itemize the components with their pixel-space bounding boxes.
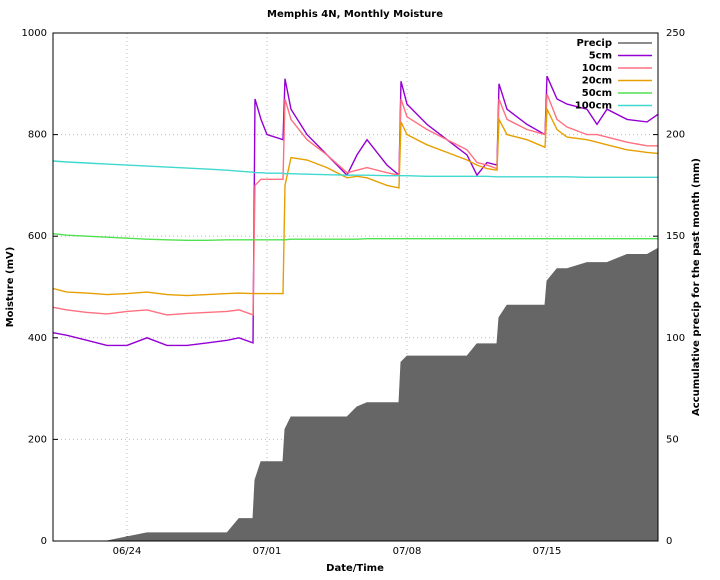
x-tick-label: 07/08 — [393, 546, 422, 557]
x-tick-label: 07/01 — [253, 546, 282, 557]
y-tick-label: 600 — [28, 231, 47, 242]
series-line — [52, 75, 659, 347]
y-tick-label: 1000 — [22, 28, 47, 39]
y-tick-label: 0 — [41, 536, 47, 547]
y2-tick-label: 100 — [666, 333, 685, 344]
series-line — [52, 106, 659, 297]
legend-label: Precip — [576, 38, 612, 49]
series-line — [52, 233, 658, 241]
y-tick-label: 200 — [28, 434, 47, 445]
y-axis-label: Moisture (mV) — [5, 247, 16, 328]
chart-title: Memphis 4N, Monthly Moisture — [267, 9, 443, 20]
precip-area — [53, 247, 659, 542]
legend-label: 5cm — [589, 51, 612, 62]
series-line — [52, 93, 658, 316]
y2-tick-label: 50 — [666, 434, 679, 445]
series-line — [52, 160, 658, 178]
y-tick-label: 400 — [28, 333, 47, 344]
legend-label: 10cm — [582, 63, 612, 74]
y2-tick-label: 150 — [666, 231, 685, 242]
legend-label: 100cm — [575, 101, 612, 112]
y2-tick-label: 0 — [666, 536, 672, 547]
plot-frame — [52, 32, 659, 542]
y2-axis-label: Accumulative precip for the past month (… — [691, 158, 702, 416]
x-tick-label: 06/24 — [113, 546, 142, 557]
x-tick-label: 07/15 — [533, 546, 562, 557]
y2-tick-label: 250 — [666, 28, 685, 39]
y-tick-label: 800 — [28, 130, 47, 141]
legend-label: 20cm — [582, 76, 612, 87]
x-axis-label: Date/Time — [326, 563, 384, 574]
y2-tick-label: 200 — [666, 130, 685, 141]
legend-label: 50cm — [582, 88, 612, 99]
